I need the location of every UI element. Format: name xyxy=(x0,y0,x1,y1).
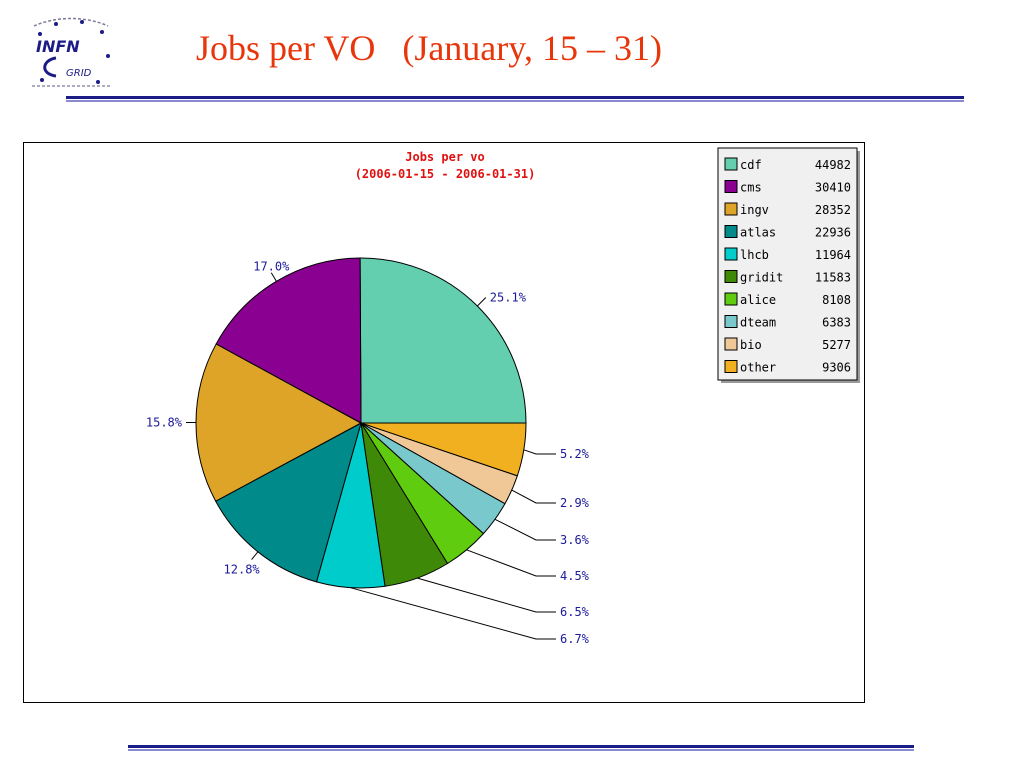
footer-divider xyxy=(128,745,914,751)
pie-label-alice: 4.5% xyxy=(466,549,590,583)
legend-name-gridit: gridit xyxy=(740,271,783,285)
legend-item-ingv: ingv 28352 xyxy=(724,202,851,217)
legend-swatch-cdf xyxy=(724,157,738,171)
pie-label-text-lhcb: 6.7% xyxy=(560,632,590,646)
legend-name-cms: cms xyxy=(740,181,762,195)
legend-item-gridit: gridit 11583 xyxy=(724,270,851,285)
legend-item-bio: bio 5277 xyxy=(724,337,851,352)
chart-legend: cdf 44982 cms 30410 ingv 28352 atlas 22936 lhcb 1… xyxy=(717,147,860,383)
pie-label-cdf: 25.1% xyxy=(477,291,527,307)
legend-name-ingv: ingv xyxy=(740,203,769,217)
pie-slice-cdf xyxy=(359,257,527,424)
legend-item-lhcb: lhcb 11964 xyxy=(724,247,851,262)
legend-swatch-alice xyxy=(724,292,738,306)
legend-item-dteam: dteam 6383 xyxy=(724,315,851,330)
legend-value-gridit: 11583 xyxy=(815,271,851,285)
legend-name-other: other xyxy=(740,361,776,375)
legend-value-cms: 30410 xyxy=(815,181,851,195)
pie-label-ingv: 15.8% xyxy=(146,416,196,430)
legend-swatch-other xyxy=(724,360,738,373)
legend-value-atlas: 22936 xyxy=(815,226,851,240)
legend-swatch-ingv xyxy=(724,202,738,216)
legend-name-alice: alice xyxy=(740,293,776,307)
legend-value-alice: 8108 xyxy=(822,293,851,307)
legend-item-other: other 9306 xyxy=(724,360,851,375)
pie-slice-cms xyxy=(215,257,362,424)
legend-swatch-dteam xyxy=(724,315,738,328)
pie-label-dteam: 3.6% xyxy=(494,518,590,547)
pie-label-bio: 2.9% xyxy=(511,489,590,510)
logo-text-infn: INFN xyxy=(36,37,80,56)
legend-swatch-atlas xyxy=(724,225,738,238)
legend-item-alice: alice 8108 xyxy=(724,292,851,307)
legend-swatch-lhcb xyxy=(724,247,738,261)
pie-label-text-gridit: 6.5% xyxy=(560,605,590,619)
pie-label-cms: 17.0% xyxy=(253,260,290,282)
legend-swatch-bio xyxy=(724,337,738,351)
pie-label-lhcb: 6.7% xyxy=(350,587,590,646)
pie-slices xyxy=(195,257,527,589)
legend-name-lhcb: lhcb xyxy=(740,248,769,262)
legend-name-dteam: dteam xyxy=(740,316,776,330)
pie-label-atlas: 12.8% xyxy=(224,551,261,577)
legend-value-lhcb: 11964 xyxy=(815,248,851,262)
legend-value-ingv: 28352 xyxy=(815,203,851,217)
pie-label-gridit: 6.5% xyxy=(417,577,590,619)
legend-name-cdf: cdf xyxy=(740,158,762,172)
legend-name-bio: bio xyxy=(740,338,762,352)
slide-title: Jobs per VO (January, 15 – 31) xyxy=(196,28,662,68)
legend-item-cms: cms 30410 xyxy=(724,180,851,195)
pie-labels: 25.1% 5.2% 2.9% 3.6% 4.5% 6.5% 6.7% 12.8% 15.8% 1… xyxy=(146,260,590,646)
legend-value-cdf: 44982 xyxy=(815,158,851,172)
pie-label-text-alice: 4.5% xyxy=(560,569,590,583)
pie-chart: Jobs per vo (2006-01-15 - 2006-01-31) 25… xyxy=(146,147,860,646)
pie-label-text-cdf: 25.1% xyxy=(490,291,527,305)
infn-grid-logo: INFN GRID xyxy=(32,17,110,87)
title-divider xyxy=(66,96,964,102)
legend-value-other: 9306 xyxy=(822,361,851,375)
chart-title: Jobs per vo xyxy=(405,150,484,164)
legend-swatch-cms xyxy=(724,180,738,193)
pie-label-text-cms: 17.0% xyxy=(253,260,290,274)
logo-text-grid: GRID xyxy=(66,68,92,79)
legend-item-cdf: cdf 44982 xyxy=(724,157,851,172)
pie-chart-panel: Jobs per vo (2006-01-15 - 2006-01-31) 25… xyxy=(23,142,865,703)
legend-value-bio: 5277 xyxy=(822,338,851,352)
legend-name-atlas: atlas xyxy=(740,226,776,240)
pie-slice-atlas xyxy=(215,422,362,583)
chart-subtitle: (2006-01-15 - 2006-01-31) xyxy=(355,167,536,181)
legend-value-dteam: 6383 xyxy=(822,316,851,330)
pie-label-text-other: 5.2% xyxy=(560,447,590,461)
legend-item-atlas: atlas 22936 xyxy=(724,225,851,240)
pie-label-text-dteam: 3.6% xyxy=(560,533,590,547)
pie-label-other: 5.2% xyxy=(523,447,590,461)
pie-label-text-bio: 2.9% xyxy=(560,496,590,510)
pie-label-text-atlas: 12.8% xyxy=(224,563,261,577)
legend-swatch-gridit xyxy=(724,270,738,283)
pie-label-text-ingv: 15.8% xyxy=(146,416,183,430)
